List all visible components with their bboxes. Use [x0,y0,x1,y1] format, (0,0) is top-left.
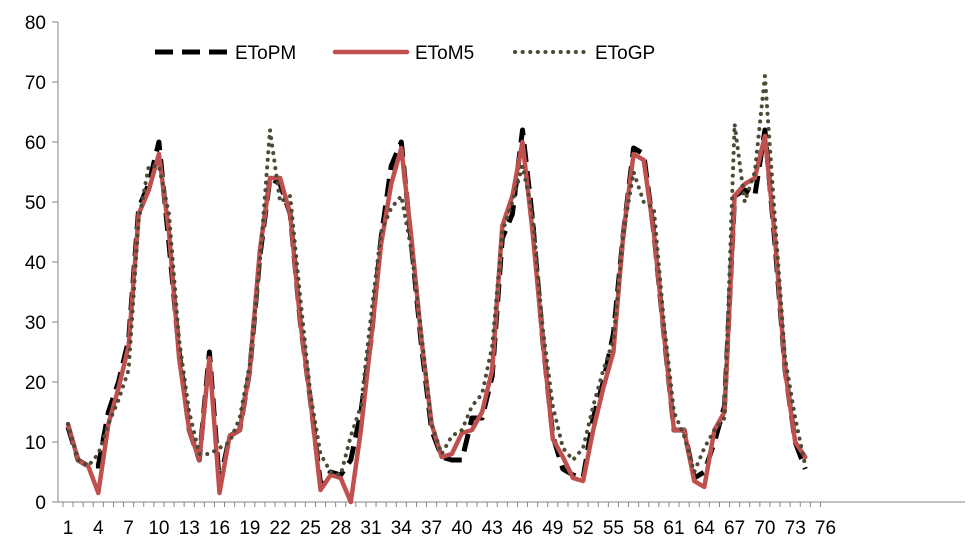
y-tick-label: 50 [25,193,46,214]
y-tick-label: 0 [35,493,46,514]
x-tick-label: 49 [542,518,563,539]
x-tick-label: 46 [512,518,533,539]
x-tick-label: 73 [785,518,806,539]
x-tick-label: 55 [603,518,624,539]
x-tick-label: 58 [633,518,654,539]
x-tick-label: 37 [421,518,442,539]
legend-label-etogp: EToGP [595,43,655,64]
x-tick-label: 70 [754,518,775,539]
y-tick-label: 20 [25,373,46,394]
x-tick-label: 16 [209,518,230,539]
x-tick-label: 19 [239,518,260,539]
x-tick-label: 31 [360,518,381,539]
x-tick-label: 1 [63,518,74,539]
y-tick-label: 70 [25,73,46,94]
series-lines [65,74,808,505]
x-tick-label: 7 [123,518,134,539]
x-tick-label: 25 [300,518,321,539]
x-tick-label: 22 [270,518,291,539]
legend-label-etom5: EToM5 [415,43,474,64]
x-tick-label: 76 [815,518,836,539]
x-tick-label: 61 [663,518,684,539]
legend-label-etopm: EToPM [235,43,296,64]
x-tick-label: 13 [179,518,200,539]
x-tick-label: 34 [391,518,413,539]
y-tick-label: 40 [25,253,46,274]
series-line-etogp [66,74,808,477]
x-tick-label: 40 [451,518,472,539]
x-tick-label: 28 [330,518,351,539]
x-tick-label: 43 [482,518,503,539]
y-tick-label: 60 [25,133,46,154]
legend: EToPM EToM5 EToGP [155,43,655,64]
x-tick-label: 67 [724,518,745,539]
y-tick-label: 80 [25,13,46,34]
series-line-etopm [65,127,808,487]
axes: 0 10 20 30 40 50 60 70 80 1 4 7 10 13 16 19 22 25 28 31 34 37… [25,13,965,539]
y-tick-label: 10 [25,433,46,454]
x-tick-label: 4 [93,518,104,539]
x-tick-label: 10 [148,518,169,539]
x-tick-label: 64 [694,518,716,539]
y-tick-label: 30 [25,313,46,334]
x-tick-label: 52 [573,518,594,539]
